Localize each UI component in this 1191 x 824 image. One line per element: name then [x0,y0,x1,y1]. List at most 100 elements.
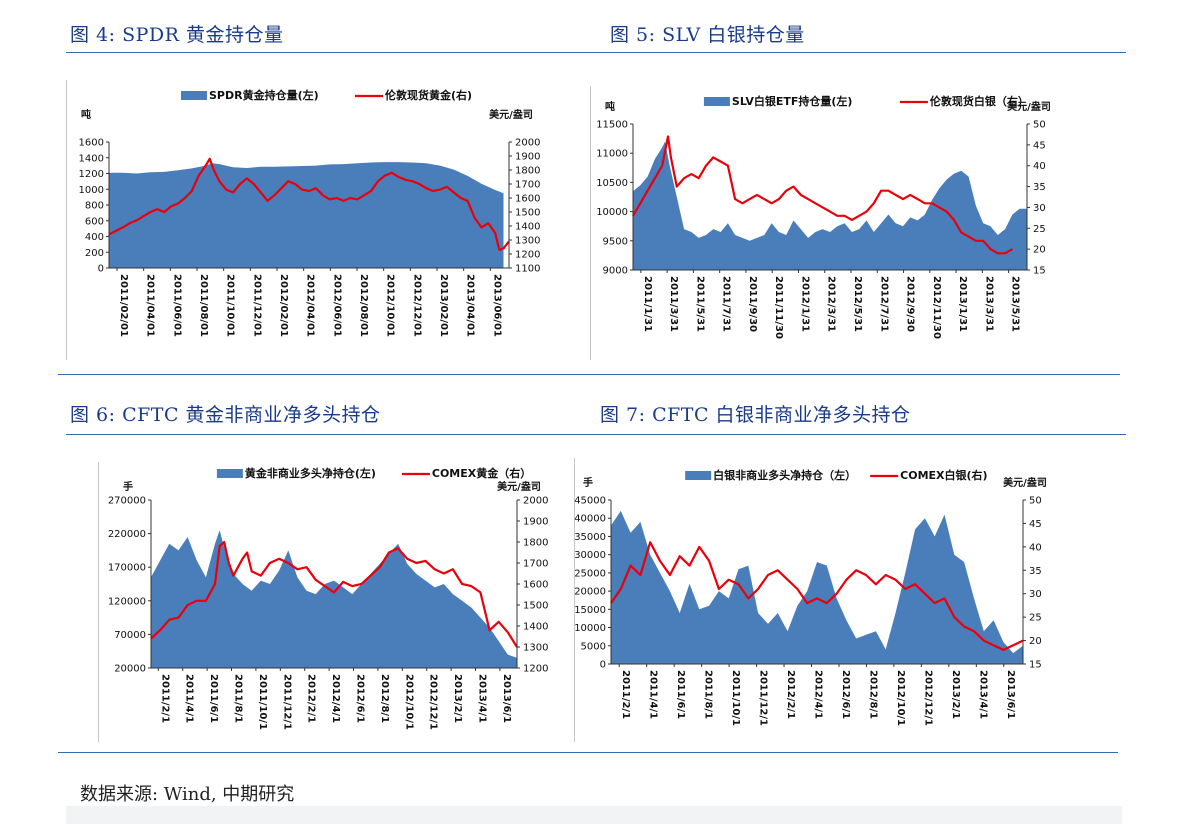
fig7-legend-area-swatch [685,471,712,480]
fig7-ytick-left-label: 25000 [574,568,606,579]
mid-rule-upper [58,374,1120,375]
fig6-left-unit: 手 [123,480,133,493]
fig6-ytick-right-label: 1400 [523,622,548,633]
fig5-legend-area-label: SLV白银ETF持仓量(左) [732,94,853,108]
fig4-svg: 0 200 400 600 800 1000 1200 1400 1600 1100 1200 130… [79,88,541,337]
fig5-ytick-right-label: 15 [1033,266,1046,277]
footer-band [66,806,1122,824]
fig6-ytick-right-label: 1700 [523,559,548,570]
fig7-line-series [610,541,1024,651]
fig4-ytick-right-label: 1600 [515,194,540,205]
fig5-xtick-label: 2013/5/31 [1010,276,1021,332]
fig4-ytick-left-label: 1400 [79,153,104,164]
fig7-left-unit: 手 [583,476,593,489]
fig4-xtick-label: 2012/06/01 [331,274,342,337]
fig6-xtick-label: 2012/4/1 [330,674,341,723]
fig5-ytick-right-label: 50 [1033,120,1046,131]
fig7-xtick-label: 2011/12/1 [758,670,769,726]
fig5-xtick-label: 2011/7/31 [721,276,732,332]
fig7-xtick-label: 2011/10/1 [730,670,741,726]
fig4-ytick-left-label: 1200 [79,169,104,180]
fig7-ytick-right-label: 35 [1029,566,1042,577]
fig5-line-series [632,135,1013,255]
fig5-xtick-label: 2011/1/31 [642,276,653,332]
fig5-ytick-right-label: 30 [1033,203,1046,214]
fig7-right-unit: 美元/盎司 [1003,476,1047,489]
fig5-ytick-left-label: 11000 [596,149,628,160]
fig4-xtick-label: 2013/02/01 [438,274,449,337]
fig6-xtick-label: 2013/6/1 [501,674,512,723]
fig7-legend-area-label: 白银非商业多头净持仓（左） [713,468,856,482]
fig6-ytick-right-label: 1500 [523,601,548,612]
fig4-area-series [109,162,504,268]
fig5-right-unit: 美元/盎司 [1007,100,1051,113]
fig6-xtick-label: 2012/10/1 [403,674,414,730]
fig6-xtick-label: 2011/2/1 [159,674,170,723]
fig6-xtick-label: 2011/12/1 [281,674,292,730]
fig5-ytick-right-label: 45 [1033,140,1046,151]
fig7-xtick-label: 2012/2/1 [785,670,796,719]
fig7-ytick-left-label: 20000 [574,587,606,598]
fig7-xtick-label: 2012/6/1 [840,670,851,719]
fig4-xtick-label: 2011/10/01 [225,274,236,337]
fig7-ytick-left-label: 30000 [574,550,606,561]
fig6-line-series [150,540,518,648]
fig6-xtick-label: 2011/6/1 [208,674,219,723]
fig6-ytick-right-label: 1800 [523,538,548,549]
fig7-title: 图 7: CFTC 白银非商业净多头持仓 [600,404,911,426]
fig4-xtick-label: 2011/08/01 [198,274,209,337]
fig6-ytick-right-label: 1200 [523,664,548,675]
fig5-legend-line-label: 伦敦现货白银（右） [930,94,1029,108]
fig7-xtick-label: 2011/8/1 [703,670,714,719]
fig7-ytick-right-label: 30 [1029,589,1042,600]
fig6-svg: 20000 70000 120000 170000 220000 270000 1200 13… [108,466,549,730]
fig6-ytick-left-label: 270000 [108,496,146,507]
fig6-ytick-left-label: 170000 [108,563,146,574]
fig5-left-unit: 吨 [605,100,615,113]
fig6-xtick-label: 2012/8/1 [379,674,390,723]
fig7-ytick-left-label: 0 [600,660,606,671]
fig5-xtick-label: 2012/7/31 [878,276,889,332]
fig4-xtick-label: 2013/06/01 [491,274,502,337]
fig5-ytick-right-label: 20 [1033,245,1046,256]
fig6-xtick-label: 2012/2/1 [306,674,317,723]
fig7-ytick-right-label: 50 [1029,496,1042,507]
fig7-area-series [611,510,1023,664]
fig4-ytick-left-label: 1000 [79,185,104,196]
fig7-xtick-label: 2013/4/1 [977,670,988,719]
fig6-ytick-left-label: 70000 [114,630,146,641]
bottom-rule [58,752,1118,753]
fig5-ytick-left-label: 11500 [596,120,628,131]
fig6-xtick-label: 2011/4/1 [184,674,195,723]
fig7-ytick-right-label: 45 [1029,519,1042,530]
fig7-xtick-label: 2012/12/1 [922,670,933,726]
fig4-legend-area-label: SPDR黄金持仓量(左) [209,88,319,102]
fig7-ytick-left-label: 35000 [574,532,606,543]
fig4-ytick-right-label: 1100 [515,264,540,275]
fig7-xtick-label: 2012/10/1 [895,670,906,726]
fig6-xtick-label: 2011/10/1 [257,674,268,730]
fig7-xtick-label: 2013/2/1 [950,670,961,719]
fig5-ytick-left-label: 9500 [603,236,628,247]
fig5-title: 图 5: SLV 白银持仓量 [610,24,805,46]
fig4-ytick-left-label: 0 [98,264,104,275]
mid-rule-lower [66,434,1126,435]
fig5-ytick-left-label: 9000 [603,266,628,277]
fig4-left-unit: 吨 [81,108,91,121]
fig4-xtick-label: 2012/10/01 [385,274,396,337]
fig7-ytick-right-label: 40 [1029,542,1042,553]
fig7-xtick-label: 2012/4/1 [813,670,824,719]
fig4-xtick-label: 2012/02/01 [278,274,289,337]
fig5-svg: 9000 9500 10000 10500 11000 11500 15 20 25 30 35 40… [596,94,1051,339]
fig4-ytick-left-label: 1600 [79,138,104,149]
fig5-xtick-label: 2012/5/31 [852,276,863,332]
fig6-ytick-left-label: 120000 [108,596,146,607]
fig6-xtick-label: 2013/2/1 [452,674,463,723]
fig7-ytick-right-label: 20 [1029,636,1042,647]
fig5-ytick-left-label: 10500 [596,178,628,189]
fig6-legend-area-label: 黄金非商业多头净持仓(左) [245,466,376,480]
fig6-xtick-label: 2013/4/1 [477,674,488,723]
top-rule [66,52,1126,53]
fig5-xtick-label: 2013/1/31 [957,276,968,332]
fig7-xtick-label: 2011/6/1 [675,670,686,719]
